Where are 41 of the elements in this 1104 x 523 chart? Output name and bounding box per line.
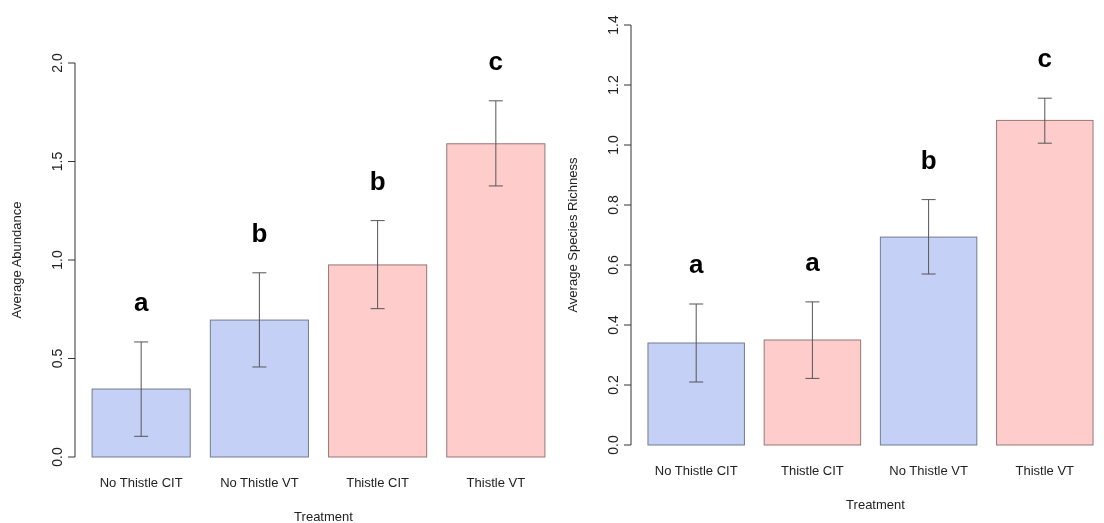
bar	[996, 119, 1094, 446]
x-tick-label: Thistle VT	[1015, 463, 1075, 478]
y-tick-label: 0.4	[605, 315, 621, 335]
x-axis-title: Treatment	[846, 497, 906, 512]
bar	[91, 388, 191, 458]
y-tick-label: 0.6	[605, 255, 621, 275]
annotation: a	[133, 286, 149, 317]
bar	[209, 319, 309, 458]
bar	[879, 236, 978, 446]
annotation: a	[688, 249, 704, 279]
annotation: a	[805, 246, 821, 277]
y-tick-label: 2.0	[49, 53, 65, 73]
y-tick-label: 1.0	[605, 135, 621, 155]
annotation: b	[251, 217, 268, 248]
y-tick-label: 0.5	[49, 348, 65, 369]
bar	[647, 342, 745, 446]
annotation: b	[369, 165, 386, 196]
x-tick-label: No Thistle VT	[889, 463, 968, 478]
x-tick-label: No Thistle VT	[220, 475, 299, 490]
y-tick-label: 0.0	[605, 435, 621, 455]
x-tick-label: No Thistle CIT	[99, 475, 183, 490]
x-tick-label: No Thistle CIT	[654, 463, 738, 478]
y-tick-label: 1.5	[49, 151, 65, 172]
bar	[446, 143, 546, 458]
y-axis-title: Average Species Richness	[565, 156, 580, 313]
x-tick-label: Thistle VT	[466, 475, 526, 490]
bar	[763, 339, 862, 446]
bar	[328, 264, 428, 458]
y-tick-label: 1.2	[605, 75, 621, 95]
y-tick-label: 0.2	[605, 375, 621, 395]
y-axis-title: Average Abundance	[9, 201, 24, 319]
y-tick-label: 1.4	[605, 15, 621, 35]
x-tick-label: Thistle CIT	[780, 463, 844, 478]
x-axis-title: Treatment	[294, 509, 354, 523]
x-tick-label: Thistle CIT	[346, 475, 410, 490]
y-tick-label: 0.8	[605, 195, 621, 215]
y-tick-label: 1.0	[49, 250, 65, 270]
y-tick-label: 0.0	[49, 447, 65, 467]
annotation: c	[1037, 43, 1053, 74]
annotation: b	[920, 144, 937, 175]
annotation: c	[488, 45, 504, 76]
